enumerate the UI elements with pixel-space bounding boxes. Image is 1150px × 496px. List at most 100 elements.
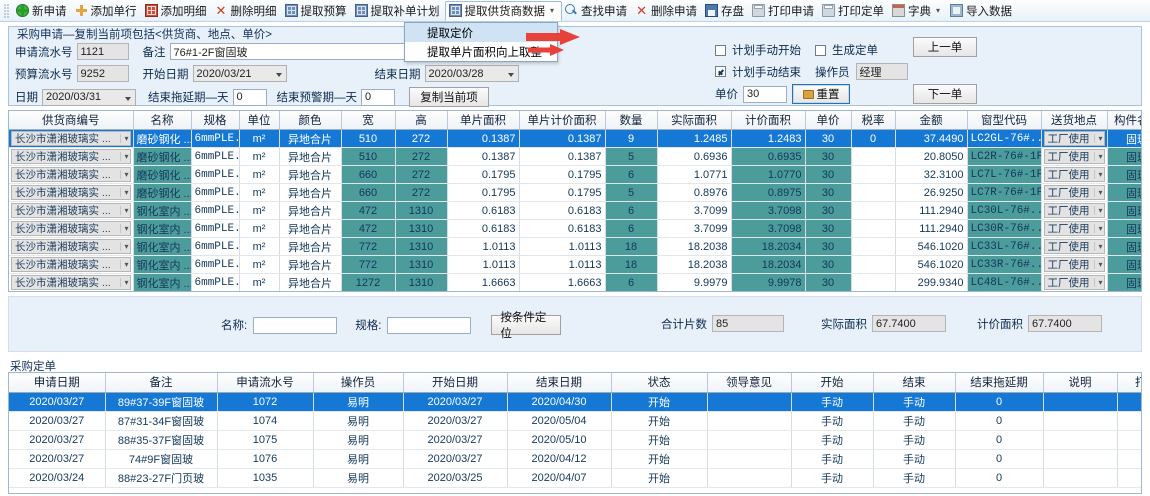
cell-end[interactable]: 2020/05/04 bbox=[507, 411, 612, 431]
cell-w[interactable]: 510 bbox=[341, 147, 396, 166]
column-header-4[interactable]: 操作员 bbox=[313, 373, 404, 393]
cell-amount[interactable]: 37.4490 bbox=[895, 129, 968, 148]
cell-qty[interactable]: 5 bbox=[605, 147, 658, 166]
cell-color[interactable]: 异地合片 bbox=[279, 201, 342, 220]
cell-actual_area[interactable]: 3.7099 bbox=[657, 219, 732, 238]
cell-opinion[interactable] bbox=[707, 449, 792, 469]
cell-h[interactable]: 1310 bbox=[395, 273, 448, 291]
cell-price_area[interactable]: 9.9978 bbox=[731, 292, 805, 293]
column-header-7[interactable]: 高 bbox=[395, 111, 448, 130]
chevron-down-icon[interactable]: ▾ bbox=[1094, 242, 1103, 251]
cell-opinion[interactable] bbox=[707, 411, 792, 431]
toolbar-button-3[interactable]: 添加明细 bbox=[142, 1, 212, 21]
cell-actual_area[interactable]: 0.8976 bbox=[657, 183, 732, 202]
cell-supplier[interactable]: 长沙市潇湘玻璃实 ...▾ bbox=[9, 292, 133, 293]
table-row[interactable]: 长沙市潇湘玻璃实 ... ▾ 磨砂钢化 ...6mmPLE...m²异地合片6602… bbox=[9, 165, 1141, 184]
cell-note[interactable] bbox=[1043, 468, 1118, 488]
column-header-1[interactable]: 申请日期 bbox=[9, 373, 106, 393]
toolbar-button-8[interactable]: 查找申请 bbox=[562, 1, 632, 21]
cell-qty[interactable]: 18 bbox=[605, 237, 658, 256]
cell-delay[interactable]: 0 bbox=[955, 411, 1044, 431]
cell-price[interactable]: 30 bbox=[805, 219, 852, 238]
cell-win_code[interactable]: LC2GL-76#... bbox=[967, 129, 1042, 148]
cell-single_area[interactable]: 0.1795 bbox=[447, 183, 520, 202]
cell-supplier[interactable]: 长沙市潇湘玻璃实 ...▾ bbox=[9, 183, 134, 202]
chevron-down-icon[interactable]: ▾ bbox=[120, 278, 129, 287]
cell-apply_date[interactable]: 2020/03/27 bbox=[9, 411, 106, 431]
cell-h[interactable]: 272 bbox=[395, 147, 448, 166]
cell-end_mode[interactable]: 手动 bbox=[873, 449, 956, 469]
cell-win_code[interactable]: LC48L-76#... bbox=[967, 273, 1042, 291]
column-header-3[interactable]: 申请流水号 bbox=[217, 373, 314, 393]
deliver-dropdown[interactable]: 工厂使用 ▾ bbox=[1043, 149, 1105, 164]
menu-item-extract-pricing[interactable]: 提取定价 bbox=[405, 23, 557, 42]
cell-note[interactable] bbox=[1043, 411, 1118, 431]
cell-single_price_area[interactable]: 0.6183 bbox=[519, 219, 606, 238]
cell-opinion[interactable] bbox=[707, 430, 792, 450]
cell-supplier[interactable]: 长沙市潇湘玻璃实 ...▾ bbox=[9, 237, 134, 256]
cell-win_code[interactable]: LC33R-76#... bbox=[967, 255, 1042, 274]
cell-supplier[interactable]: 长沙市潇湘玻璃实 ...▾ bbox=[9, 255, 134, 274]
cell-price_area[interactable]: 0.6935 bbox=[731, 147, 806, 166]
cell-print_flag[interactable]: 未打印 bbox=[1117, 468, 1141, 488]
cell-price[interactable]: 30 bbox=[805, 201, 852, 220]
cell-amount[interactable]: 111.2940 bbox=[895, 219, 968, 238]
cell-single_area[interactable]: 0.1795 bbox=[447, 165, 520, 184]
cell-color[interactable]: 异地合片 bbox=[279, 292, 341, 293]
column-header-5[interactable]: 开始日期 bbox=[403, 373, 508, 393]
cell-w[interactable]: 472 bbox=[341, 219, 396, 238]
cell-spec[interactable]: 6mmPLE... bbox=[191, 183, 240, 202]
cell-spec[interactable]: 6mmPLE... bbox=[191, 255, 240, 274]
cell-qty[interactable]: 6 bbox=[605, 273, 658, 291]
reset-button[interactable]: 重置 bbox=[792, 84, 850, 104]
chevron-down-icon[interactable]: ▾ bbox=[120, 206, 129, 215]
cell-operator[interactable]: 易明 bbox=[313, 449, 404, 469]
cell-status[interactable]: 开始 bbox=[611, 392, 708, 412]
cell-start_mode[interactable]: 手动 bbox=[791, 449, 874, 469]
cell-h[interactable]: 272 bbox=[395, 183, 448, 202]
table-row[interactable]: 长沙市潇湘玻璃实 ... ▾ 磨砂钢化 ...6mmPLE...m²异地合片5102… bbox=[9, 129, 1141, 148]
cell-spec[interactable]: 6mmPLE... bbox=[191, 237, 240, 256]
cell-price[interactable]: 30 bbox=[805, 147, 852, 166]
cell-print_flag[interactable]: 未打印 bbox=[1117, 411, 1141, 431]
cell-price[interactable]: 30 bbox=[805, 292, 851, 293]
cell-spec[interactable]: 6mmPLE... bbox=[191, 201, 240, 220]
cell-supplier[interactable]: 长沙市潇湘玻璃实 ...▾ bbox=[9, 147, 134, 166]
cell-single_price_area[interactable]: 1.6663 bbox=[519, 292, 605, 293]
cell-part[interactable]: 固玻 bbox=[1107, 129, 1141, 148]
cell-supplier[interactable]: 长沙市潇湘玻璃实 ...▾ bbox=[9, 165, 134, 184]
cell-serial[interactable]: 1035 bbox=[217, 468, 314, 488]
cell-opinion[interactable] bbox=[707, 468, 792, 488]
cell-start_mode[interactable]: 手动 bbox=[791, 430, 874, 450]
cell-win_code[interactable]: LC7L-76#-1FO bbox=[967, 165, 1042, 184]
chevron-down-icon[interactable]: ▾ bbox=[1094, 188, 1103, 197]
column-header-10[interactable]: 结束 bbox=[873, 373, 956, 393]
cell-name[interactable]: 磨砂钢化 ... bbox=[133, 129, 192, 148]
cell-qty[interactable]: 6 bbox=[605, 219, 658, 238]
cell-operator[interactable]: 易明 bbox=[313, 468, 404, 488]
column-header-9[interactable]: 开始 bbox=[791, 373, 874, 393]
cell-single_area[interactable]: 0.1387 bbox=[447, 129, 520, 148]
cell-remark[interactable]: 88#35-37F窗固玻 bbox=[105, 430, 218, 450]
cell-tax[interactable] bbox=[851, 255, 896, 274]
cell-color[interactable]: 异地合片 bbox=[279, 129, 342, 148]
table-row[interactable]: 2020/03/27 89#37-39F窗固玻 1072 易明 2020/03/27 20… bbox=[9, 392, 1141, 412]
cell-print_flag[interactable]: 未打印 bbox=[1117, 392, 1141, 412]
table-row[interactable]: 长沙市潇湘玻璃实 ...▾钢化室内 ...6mmPLE...m²异地合片4721… bbox=[9, 219, 1141, 238]
cell-status[interactable]: 开始 bbox=[611, 468, 708, 488]
cell-amount[interactable]: 32.3100 bbox=[895, 165, 968, 184]
chevron-down-icon[interactable]: ▾ bbox=[1094, 152, 1103, 161]
cell-amount[interactable]: 299.9340 bbox=[895, 292, 967, 293]
cell-unit[interactable]: m² bbox=[239, 219, 280, 238]
cell-qty[interactable]: 6 bbox=[605, 292, 657, 293]
cell-name[interactable]: 钢化室内 ... bbox=[133, 255, 192, 274]
cell-tax[interactable] bbox=[851, 201, 896, 220]
toolbar-button-13[interactable]: 字典 ▾ bbox=[889, 1, 947, 21]
toolbar-button-5[interactable]: 提取预算 bbox=[282, 1, 352, 21]
cell-start[interactable]: 2020/03/27 bbox=[403, 392, 508, 412]
cell-actual_area[interactable]: 9.9979 bbox=[657, 273, 732, 291]
deliver-dropdown[interactable]: 工厂使用 ▾ bbox=[1043, 203, 1105, 218]
cell-qty[interactable]: 6 bbox=[605, 201, 658, 220]
cell-deliver[interactable]: 工厂使用 ▾ bbox=[1041, 237, 1108, 256]
column-header-12[interactable]: 计价面积 bbox=[731, 111, 806, 130]
